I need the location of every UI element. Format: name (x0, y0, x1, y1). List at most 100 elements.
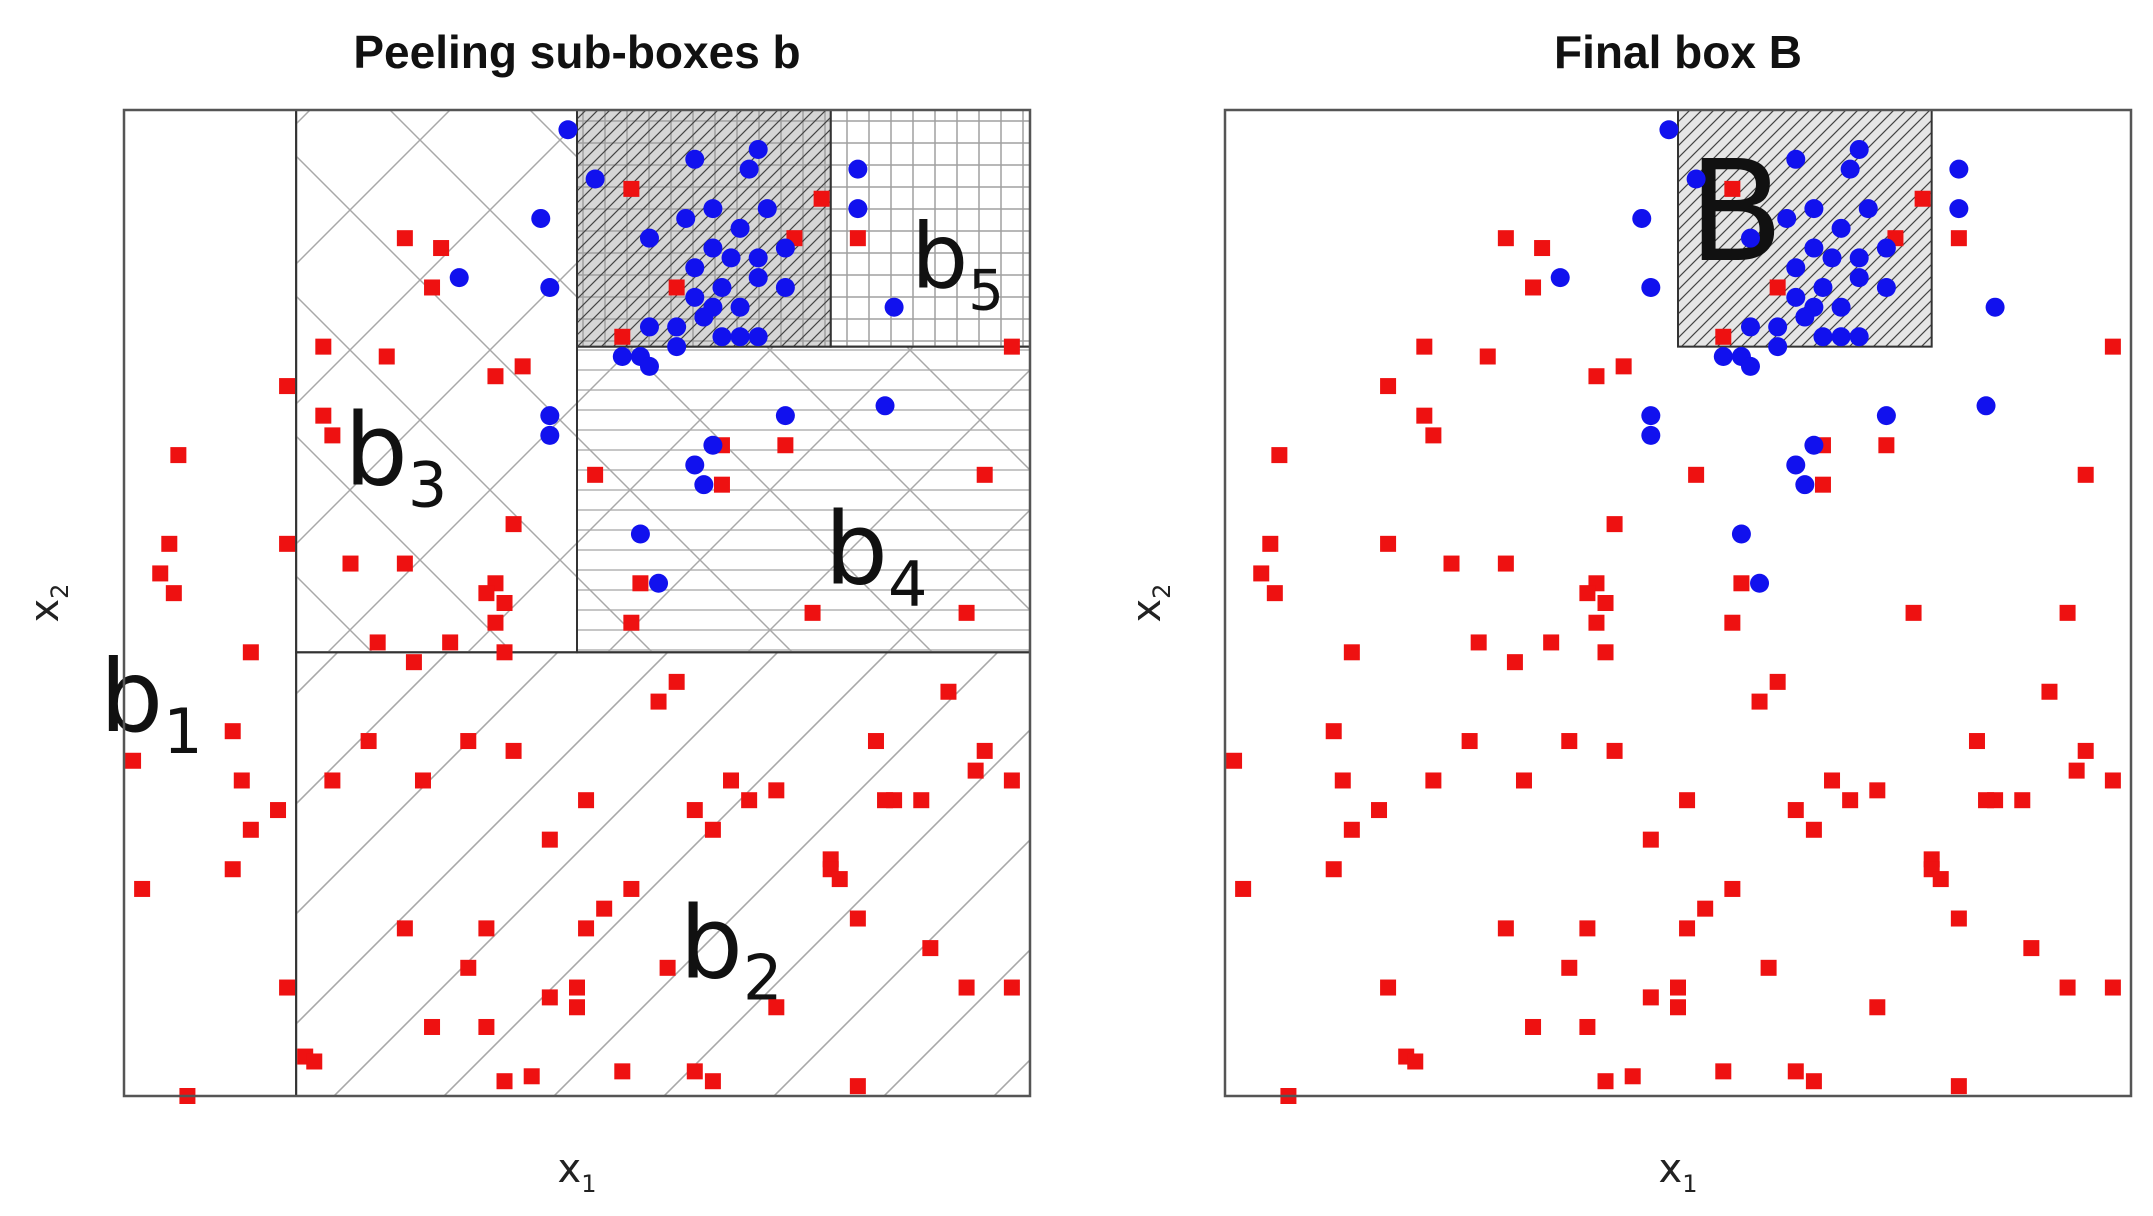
point-red (1670, 999, 1686, 1016)
point-red (849, 1078, 866, 1095)
point-red (1597, 644, 1614, 661)
point-red (1670, 979, 1686, 996)
point-red (505, 742, 522, 759)
point-blue (748, 327, 768, 347)
point-blue (694, 475, 714, 495)
point-blue (1831, 297, 1851, 317)
point-blue (748, 139, 768, 159)
point-blue (1949, 199, 1969, 219)
point-red (686, 1063, 703, 1080)
point-red (967, 762, 984, 779)
point-red (1950, 910, 1967, 927)
point-blue (630, 524, 650, 544)
point-blue (540, 406, 560, 426)
point-red (1787, 802, 1804, 819)
point-blue (685, 258, 705, 278)
point-red (279, 535, 296, 552)
point-red (1425, 427, 1442, 444)
point-red (623, 880, 640, 897)
point-blue (848, 199, 868, 219)
point-red (1235, 880, 1252, 897)
point-red (1588, 614, 1605, 631)
point-blue (1750, 573, 1770, 593)
point-blue (1740, 228, 1760, 248)
point-red (1642, 831, 1659, 848)
point-blue (1786, 149, 1806, 169)
data-points (1226, 120, 2121, 1104)
point-red (1325, 861, 1342, 878)
point-red (487, 614, 504, 631)
point-red (2077, 466, 2094, 483)
point-red (460, 959, 477, 976)
point-red (659, 959, 676, 976)
point-red (496, 644, 513, 661)
point-red (976, 466, 993, 483)
point-red (1003, 979, 1020, 996)
point-blue (721, 248, 741, 268)
point-red (849, 910, 866, 927)
point-red (460, 733, 477, 750)
point-red (242, 644, 259, 661)
point-blue (748, 248, 768, 268)
point-red (433, 240, 450, 257)
point-blue (1804, 435, 1824, 455)
x-axis-label: x1 (558, 1146, 597, 1198)
point-red (704, 821, 721, 838)
point-blue (1849, 268, 1869, 288)
point-red (922, 940, 939, 957)
point-red (1271, 447, 1288, 464)
point-red (1978, 792, 1995, 809)
point-red (1642, 989, 1659, 1006)
chart-title: Final box B (1554, 26, 1802, 78)
point-red (1506, 654, 1523, 671)
point-blue (1804, 199, 1824, 219)
point-blue (1777, 208, 1797, 228)
box-label-b3: b3 (344, 392, 447, 522)
point-red (813, 190, 830, 207)
point-red (496, 595, 513, 611)
point-red (1869, 782, 1886, 799)
point-red (1688, 466, 1705, 483)
point-blue (1813, 327, 1833, 347)
point-red (496, 1073, 513, 1090)
point-red (487, 368, 504, 385)
point-blue (1740, 356, 1760, 376)
point-red (1515, 772, 1532, 789)
point-red (1597, 1073, 1614, 1090)
point-red (1561, 959, 1578, 976)
point-blue (775, 277, 795, 297)
point-blue (703, 199, 723, 219)
box-label-b1: b1 (100, 638, 203, 768)
point-red (1525, 279, 1542, 296)
point-red (2068, 762, 2085, 779)
point-blue (1786, 258, 1806, 278)
point-red (940, 683, 957, 700)
point-red (1950, 1078, 1967, 1095)
point-red (1814, 476, 1831, 493)
point-blue (1876, 238, 1896, 258)
point-blue (739, 159, 759, 179)
box-b2-hatch (296, 652, 1030, 1096)
point-red (2104, 979, 2121, 996)
point-red (1968, 733, 1985, 750)
point-red (1534, 240, 1551, 257)
point-red (668, 279, 685, 296)
point-red (1003, 338, 1020, 355)
point-red (1003, 772, 1020, 789)
point-red (804, 604, 821, 621)
point-red (668, 673, 685, 690)
point-red (614, 328, 631, 345)
point-red (849, 230, 866, 247)
point-blue (540, 277, 560, 297)
point-red (1606, 742, 1623, 759)
point-red (279, 378, 296, 395)
point-blue (848, 159, 868, 179)
point-blue (1804, 238, 1824, 258)
point-red (578, 920, 595, 937)
point-red (1416, 407, 1433, 424)
point-blue (775, 406, 795, 426)
point-blue (1795, 307, 1815, 327)
point-blue (531, 208, 551, 228)
box-label-b5: b5 (911, 204, 1004, 323)
point-blue (1876, 277, 1896, 297)
